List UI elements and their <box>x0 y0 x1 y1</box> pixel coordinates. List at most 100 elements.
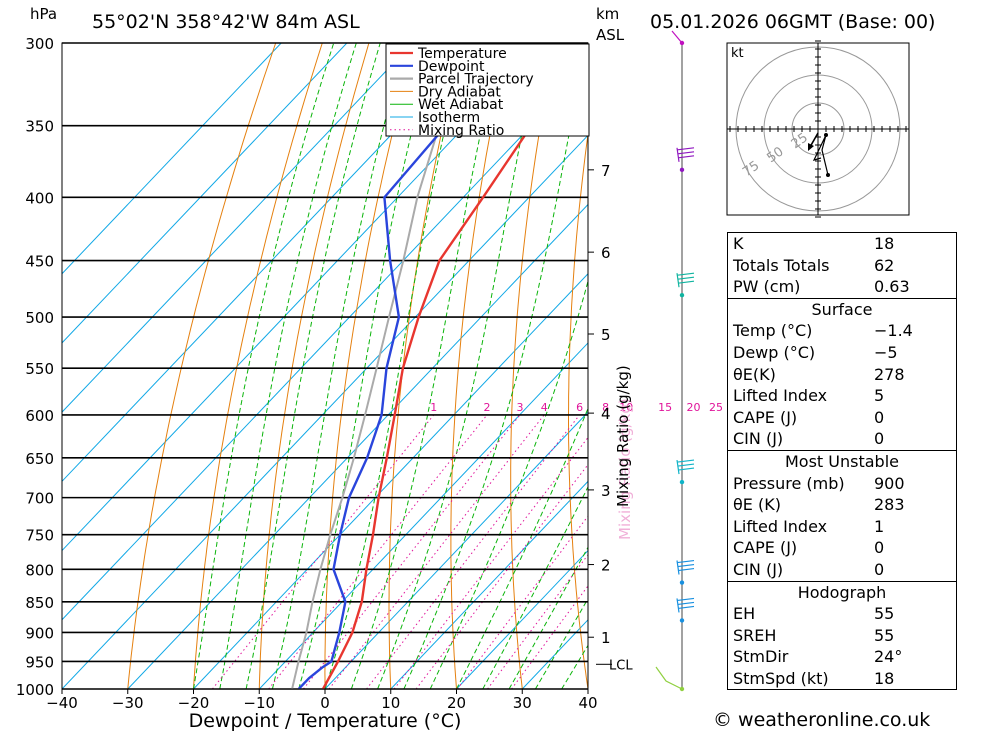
pressure-tick-label: 750 <box>25 527 54 545</box>
surface-value: −1.4 <box>874 321 913 341</box>
dry-adiabat-line <box>324 43 416 689</box>
wind-barb-staff <box>676 147 680 162</box>
wind-barb-flag <box>677 563 695 568</box>
surface-title: Surface <box>728 297 956 321</box>
pressure-tick-label: 650 <box>25 450 54 468</box>
surface-label: Temp (°C) <box>733 321 813 341</box>
isotherm-line <box>193 273 588 689</box>
mixing-ratio-labels: 1 2 3 4 6 8 10 15 20 25 <box>430 401 723 414</box>
surface-label: CIN (J) <box>733 429 784 449</box>
indices-table: K 18 Totals Totals 62 PW (cm) 0.63 Surface Te… <box>727 232 957 691</box>
hodograph-point <box>826 173 830 177</box>
mixing-ratio-value: 15 <box>658 401 672 414</box>
km-tick-label: 7 <box>601 162 611 180</box>
asl-label: ASL <box>596 26 625 44</box>
hodograph-index-label: StmDir <box>733 647 789 667</box>
most-unstable-value: 1 <box>874 516 885 536</box>
wind-barb-flag <box>677 559 695 564</box>
mixing-ratio-value: 4 <box>541 401 548 414</box>
credit-text: © weatheronline.co.uk <box>713 709 931 731</box>
x-axis-ticks: −40 −30 −20 −10 0 10 20 30 40 <box>46 689 598 712</box>
hodograph-index-row: SREH 55 <box>728 625 956 647</box>
km-tick-label: 5 <box>601 326 611 344</box>
km-unit-label: km <box>596 5 619 23</box>
mixing-ratio-line <box>212 414 435 689</box>
mixing-ratio-value: 25 <box>709 401 723 414</box>
legend-label: Dewpoint <box>418 59 485 75</box>
index-label: K <box>733 234 744 253</box>
series-temperature <box>321 44 588 689</box>
wind-barb-flag <box>677 601 695 605</box>
pressure-grid <box>62 42 588 690</box>
isotherm-line <box>62 43 348 344</box>
surface-value: 278 <box>874 364 905 384</box>
x-tick-label: −40 <box>46 694 78 712</box>
surface-label: Dewp (°C) <box>733 342 816 362</box>
index-row: K 18 <box>728 233 956 255</box>
wet-adiabat-line <box>429 279 588 689</box>
index-row: Totals Totals 62 <box>728 255 956 277</box>
most-unstable-title: Most Unstable <box>728 449 956 473</box>
most-unstable-value: 0 <box>874 538 885 558</box>
isotherm-line <box>62 65 588 621</box>
wind-barb-flag <box>677 597 695 601</box>
dry-adiabat-line <box>975 43 1000 689</box>
lcl-label: LCL <box>609 658 633 673</box>
pressure-tick-label: 850 <box>25 594 54 612</box>
series-parcel-trajectory <box>291 43 467 689</box>
km-tick-label: 6 <box>601 244 611 262</box>
mixing-ratio-value: 10 <box>619 401 633 414</box>
most-unstable-label: CIN (J) <box>733 559 784 579</box>
wind-barb-flag <box>678 155 695 159</box>
wind-barb-flag <box>677 272 695 276</box>
wind-level-dot <box>679 580 685 585</box>
wind-barb-staff <box>676 598 680 613</box>
wind-level-dot <box>679 292 685 298</box>
pressure-tick-label: 550 <box>25 360 54 378</box>
hodograph-index-value: 24° <box>874 647 903 667</box>
wind-barb-flag <box>678 605 695 609</box>
index-label: Totals Totals <box>733 255 830 275</box>
isotherm-line <box>127 203 588 689</box>
x-axis-label: Dewpoint / Temperature (°C) <box>189 710 462 732</box>
pressure-tick-label: 500 <box>25 309 54 327</box>
surface-row: Lifted Index 5 <box>728 385 956 407</box>
isotherm-line <box>62 43 414 413</box>
location-title: 55°02'N 358°42'W 84m ASL <box>92 11 360 33</box>
wind-barb-flag <box>678 567 695 572</box>
mixing-ratio-line <box>366 414 580 689</box>
hodograph-index-label: EH <box>733 604 756 624</box>
mixing-ratio-value: 20 <box>687 401 701 414</box>
most-unstable-row: Lifted Index 1 <box>728 516 956 538</box>
km-tick-label: 3 <box>601 482 611 500</box>
x-tick-label: −30 <box>112 694 144 712</box>
dry-adiabat-line <box>568 130 588 689</box>
dry-adiabat-line <box>679 43 720 689</box>
hodograph-index-row: EH 55 <box>728 603 956 625</box>
wind-barb-staff <box>671 30 683 44</box>
isotherm-line <box>390 480 588 689</box>
wet-adiabat-line <box>193 43 335 689</box>
hodograph-unit: kt <box>731 46 744 61</box>
most-unstable-label: Lifted Index <box>733 516 828 536</box>
wind-level-dot <box>679 618 685 623</box>
wet-adiabat-line <box>456 407 588 689</box>
mixing-ratio-value: 8 <box>602 401 609 414</box>
pressure-tick-label: 450 <box>25 253 54 271</box>
surface-label: CAPE (J) <box>733 407 798 427</box>
most-unstable-value: 0 <box>874 559 885 579</box>
y-axis-ticks: 300 350 400 450 500 550 600 650 700 750 800 850 900 9… <box>16 35 54 699</box>
wet-adiabat-line <box>350 43 501 689</box>
surface-row: Dewp (°C) −5 <box>728 342 956 364</box>
most-unstable-row: θE (K) 283 <box>728 494 956 516</box>
most-unstable-label: Pressure (mb) <box>733 473 845 493</box>
plot-frame <box>61 42 589 690</box>
wet-adiabat-line <box>219 43 357 689</box>
hodograph-index-value: 18 <box>874 668 895 688</box>
mixing-ratio-value: 1 <box>430 401 437 414</box>
wind-level-dot <box>679 167 685 173</box>
km-tick-label: 1 <box>601 629 611 647</box>
